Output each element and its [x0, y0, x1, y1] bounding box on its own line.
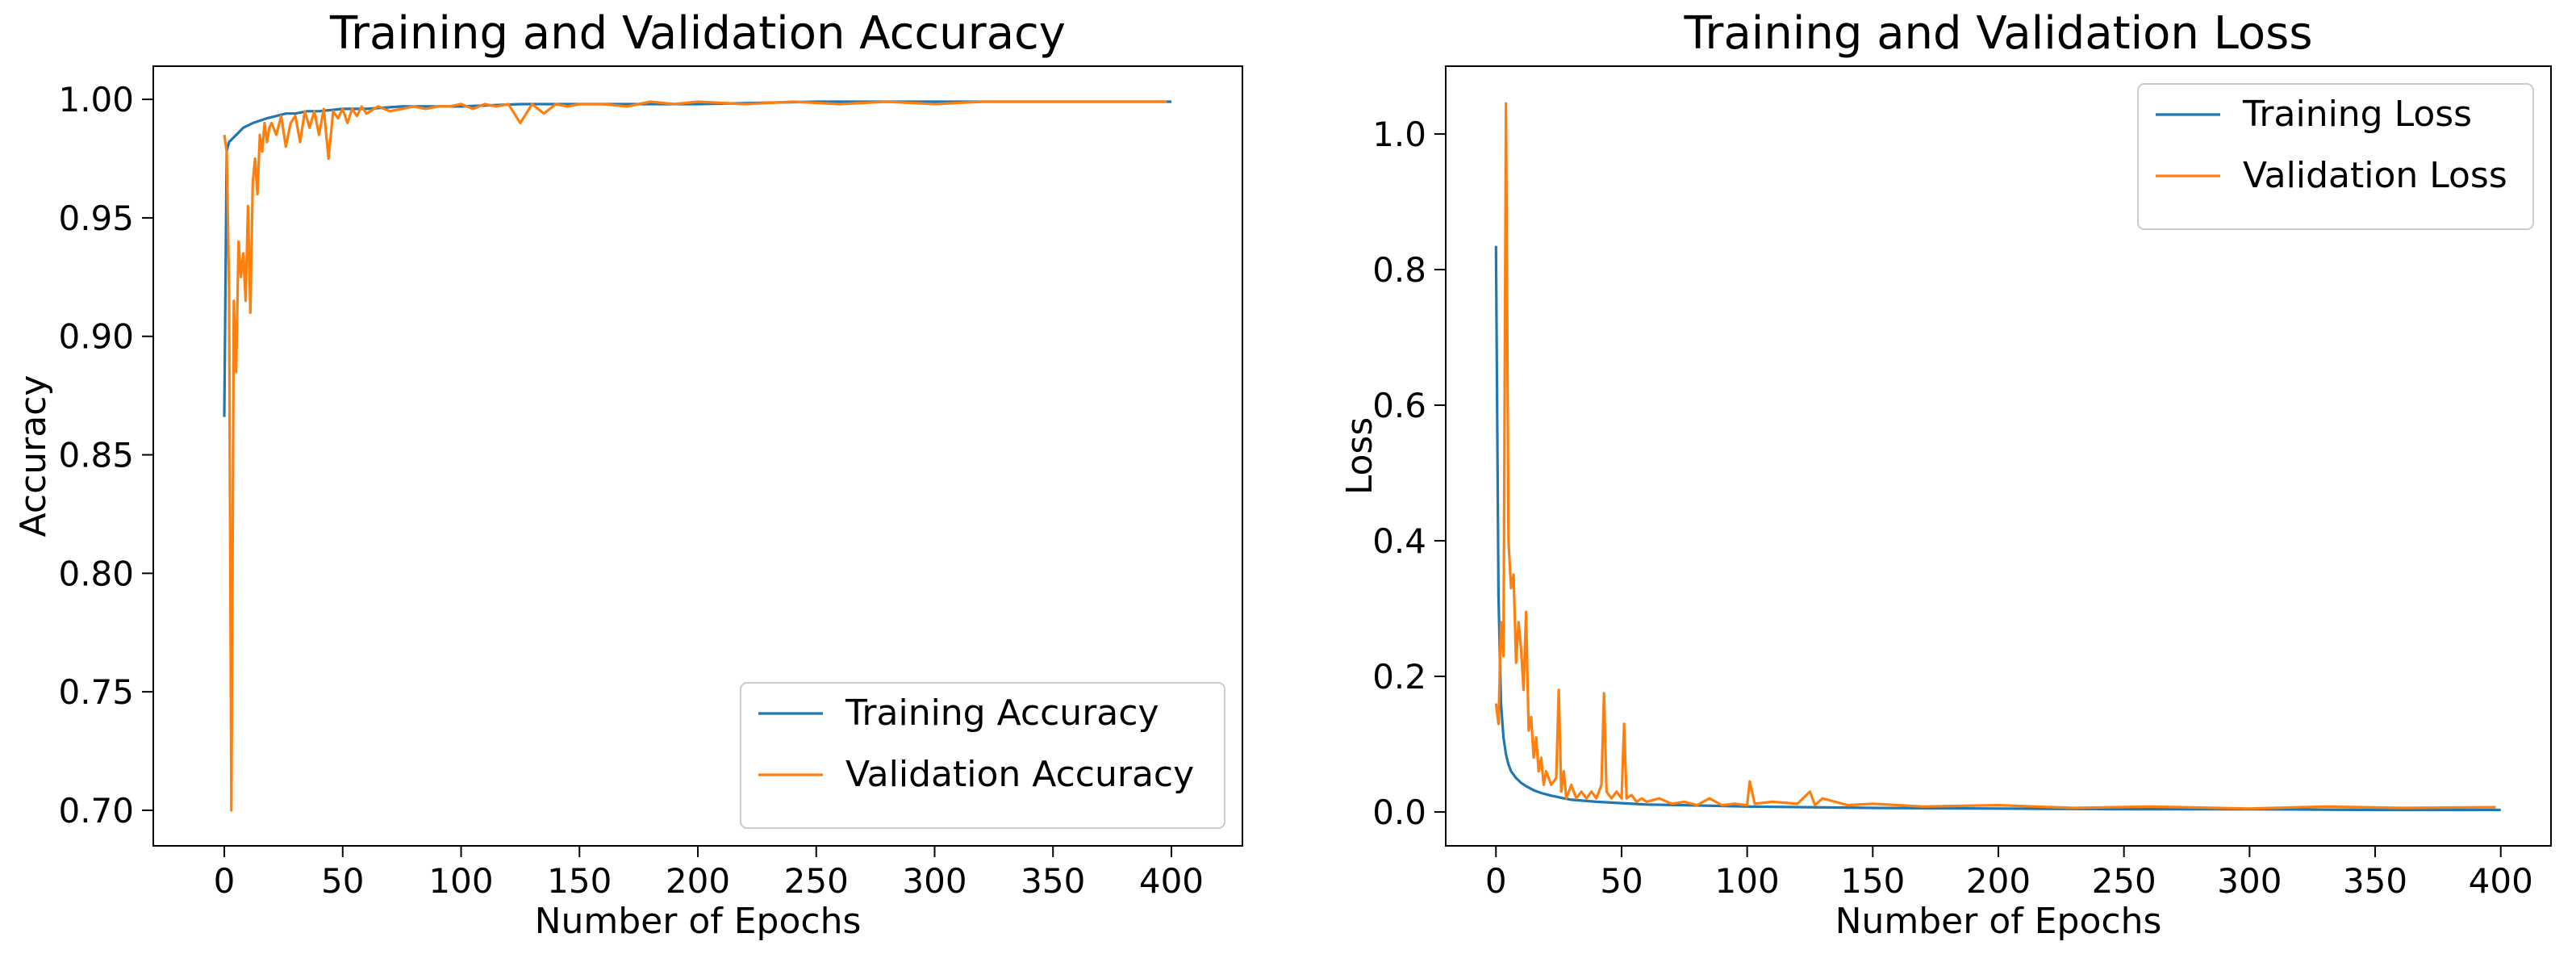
- accuracy-y-tick-label: 0.90: [58, 317, 134, 357]
- loss-y-tick-label: 0.0: [1372, 793, 1426, 832]
- loss-y-tick-label: 0.6: [1372, 386, 1426, 425]
- loss-y-tick-label: 0.4: [1372, 521, 1426, 561]
- accuracy-legend: Training Accuracy Validation Accuracy: [740, 682, 1225, 829]
- loss-x-tick-label: 300: [2217, 861, 2282, 901]
- accuracy-x-tick-label: 150: [547, 861, 612, 901]
- loss-y-tick-label: 0.8: [1372, 250, 1426, 290]
- accuracy-legend-entry: Validation Accuracy: [845, 754, 1194, 795]
- accuracy-x-tick-label: 200: [666, 861, 730, 901]
- loss-x-tick-label: 0: [1485, 861, 1507, 901]
- loss-x-tick-label: 50: [1600, 861, 1643, 901]
- loss-series-validation-line: [1494, 102, 2496, 810]
- accuracy-y-tick-label: 0.70: [58, 791, 134, 831]
- accuracy-legend-box: [740, 682, 1225, 829]
- accuracy-y-tick-label: 0.85: [58, 436, 134, 475]
- loss-x-tick-label: 400: [2469, 861, 2533, 901]
- loss-chart-title: Training and Validation Loss: [1683, 7, 2312, 60]
- accuracy-y-tick-label: 1.00: [58, 80, 134, 119]
- accuracy-y-tick-label: 0.80: [58, 554, 134, 593]
- accuracy-x-tick-label: 300: [902, 861, 967, 901]
- accuracy-chart-title: Training and Validation Accuracy: [329, 7, 1066, 60]
- accuracy-legend-entry: Training Accuracy: [845, 692, 1159, 734]
- loss-legend-entry: Training Loss: [2242, 94, 2472, 135]
- accuracy-series-training-line: [223, 100, 1171, 417]
- accuracy-y-axis-label: Accuracy: [13, 375, 54, 538]
- loss-chart: 0 50 100 150 200 250 300 350 400 0.0 0.2 0.4 0.6 0.8 1…: [1339, 7, 2552, 942]
- loss-legend: Training Loss Validation Loss: [2137, 83, 2534, 230]
- accuracy-x-tick-label: 0: [214, 861, 236, 901]
- loss-x-tick-label: 250: [2092, 861, 2156, 901]
- loss-x-tick-label: 200: [1966, 861, 2031, 901]
- accuracy-x-tick-label: 350: [1021, 861, 1085, 901]
- accuracy-chart: 0 50 100 150 200 250 300 350 400 0.70 0.75 0.80 0.85…: [13, 7, 1243, 942]
- loss-series-training-line: [1494, 245, 2501, 812]
- accuracy-y-tick-label: 0.95: [58, 199, 134, 238]
- loss-x-tick-label: 100: [1715, 861, 1780, 901]
- loss-x-tick-label: 350: [2343, 861, 2407, 901]
- loss-y-tick-label: 0.2: [1372, 657, 1426, 697]
- loss-y-axis-label: Loss: [1339, 417, 1380, 496]
- accuracy-series-validation-line: [223, 100, 1167, 812]
- accuracy-x-tick-label: 400: [1139, 861, 1204, 901]
- accuracy-x-axis-label: Number of Epochs: [535, 901, 862, 942]
- loss-legend-entry: Validation Loss: [2243, 155, 2507, 196]
- accuracy-x-tick-label: 50: [321, 861, 364, 901]
- accuracy-y-tick-label: 0.75: [58, 672, 134, 712]
- accuracy-x-tick-label: 250: [784, 861, 849, 901]
- loss-x-axis-label: Number of Epochs: [1835, 901, 2162, 942]
- loss-legend-box: [2137, 83, 2534, 230]
- loss-y-tick-label: 1.0: [1372, 115, 1426, 154]
- accuracy-x-tick-label: 100: [428, 861, 493, 901]
- loss-x-tick-label: 150: [1840, 861, 1905, 901]
